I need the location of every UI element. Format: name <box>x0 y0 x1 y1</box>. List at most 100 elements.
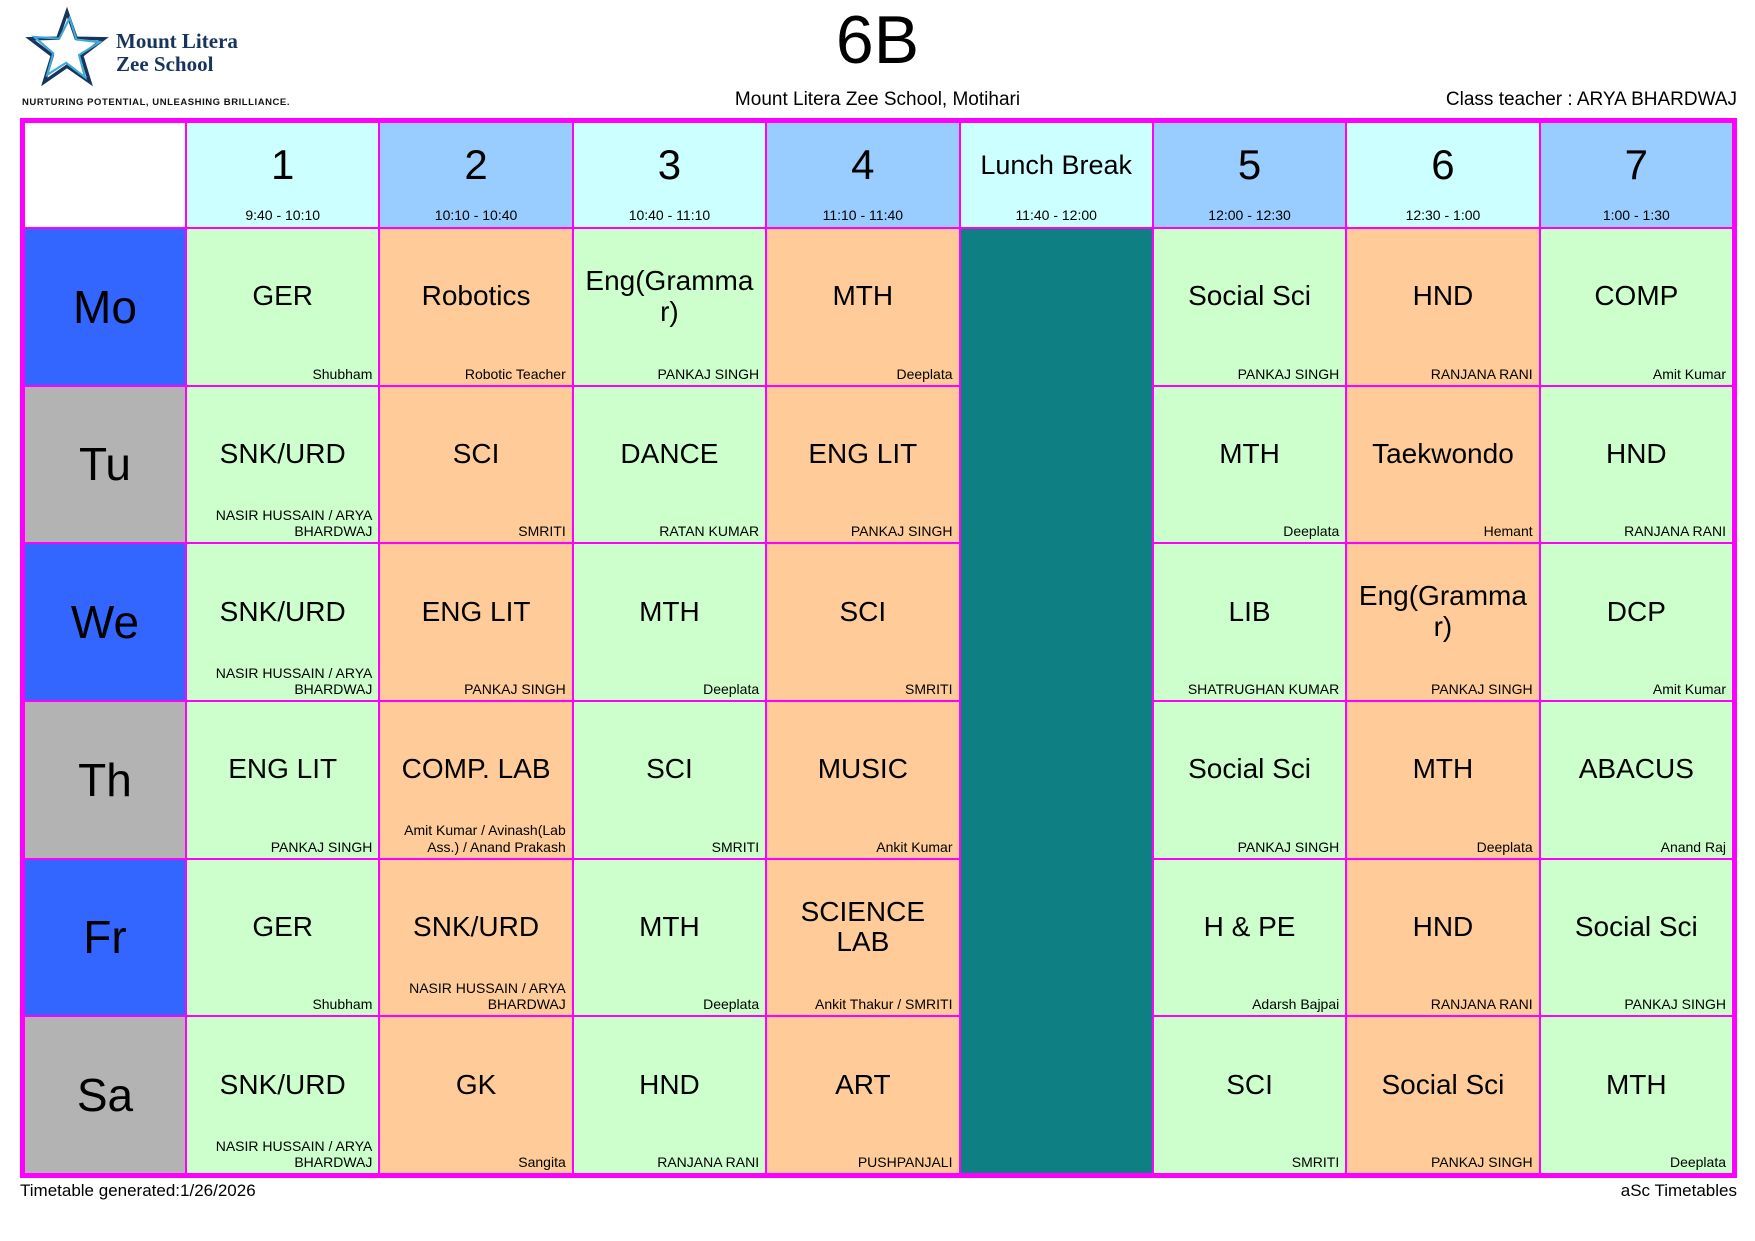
subject-label: HND <box>1412 280 1474 312</box>
subject-label: MTH <box>1219 438 1280 470</box>
teacher-label: PANKAJ SINGH <box>850 523 953 540</box>
class-teacher-label: Class teacher : ARYA BHARDWAJ <box>1445 89 1737 110</box>
teacher-label: SMRITI <box>518 523 566 540</box>
lesson-cell: GER Shubham <box>187 859 379 1016</box>
subject-label: Social Sci <box>1188 753 1312 785</box>
teacher-label: NASIR HUSSAIN / ARYA BHARDWAJ <box>409 980 566 1013</box>
subject-label: SNK/URD <box>219 438 346 470</box>
lesson-cell: Taekwondo Hemant <box>1347 386 1539 543</box>
teacher-label: SHATRUGHAN KUMAR <box>1187 680 1340 697</box>
subject-label: Social Sci <box>1188 280 1312 312</box>
lesson-cell: SNK/URD NASIR HUSSAIN / ARYA BHARDWAJ <box>187 544 379 700</box>
subject-label: Social Sci <box>1574 911 1698 943</box>
teacher-label: Deeplata <box>1283 523 1340 540</box>
lesson-cell: COMP Amit Kumar <box>1540 229 1732 385</box>
teacher-label: PANKAJ SINGH <box>270 838 373 855</box>
period-header-cell: 3 10:40 - 11:10 <box>573 123 766 227</box>
lesson-cell: SNK/URD NASIR HUSSAIN / ARYA BHARDWAJ <box>187 1017 379 1173</box>
teacher-label: Anand Raj <box>1660 838 1726 855</box>
page-title: 6B <box>835 2 920 78</box>
star-logo-icon <box>25 6 109 87</box>
subject-label: SNK/URD <box>413 911 540 943</box>
period-header-cell: 2 10:10 - 10:40 <box>380 123 572 227</box>
subject-label: SCI <box>646 753 693 785</box>
subject-label: MTH <box>639 911 700 943</box>
teacher-label: PANKAJ SINGH <box>1430 680 1533 697</box>
logo-name-line2: Zee School <box>116 51 214 76</box>
subject-label: SNK/URD <box>219 595 346 627</box>
lesson-cell: DCP Amit Kumar <box>1540 544 1732 700</box>
lesson-cell: COMP. LAB Amit Kumar / Avinash(Lab Ass.)… <box>380 702 572 858</box>
day-label: We <box>70 596 140 649</box>
teacher-label: PANKAJ SINGH <box>1237 838 1340 855</box>
subject-label: SCI <box>452 438 500 470</box>
lesson-cell: SCI SMRITI <box>767 544 959 700</box>
lesson-cell: SCI SMRITI <box>1153 1017 1346 1173</box>
lesson-cell: ABACUS Anand Raj <box>1540 702 1732 858</box>
teacher-label: Deeplata <box>1669 1153 1726 1170</box>
period-header-cell: 1 9:40 - 10:10 <box>187 123 379 227</box>
lesson-cell: SNK/URD NASIR HUSSAIN / ARYA BHARDWAJ <box>380 859 572 1016</box>
logo-name-line1: Mount Litera <box>116 29 238 53</box>
lesson-cell: Social Sci PANKAJ SINGH <box>1153 229 1346 385</box>
lesson-cell: Social Sci PANKAJ SINGH <box>1540 859 1732 1016</box>
teacher-label: NASIR HUSSAIN / ARYA BHARDWAJ <box>215 1137 373 1170</box>
timetable-grid: 1 9:40 - 10:10 2 10:10 - 10:40 3 10:40 -… <box>20 118 1737 1178</box>
lesson-cell: H & PE Adarsh Bajpai <box>1153 859 1346 1016</box>
subject-label: ENG LIT <box>421 595 531 627</box>
lesson-cell: ENG LIT PANKAJ SINGH <box>767 386 959 543</box>
teacher-label: RANJANA RANI <box>1430 365 1533 382</box>
lesson-cell: HND RANJANA RANI <box>1347 859 1539 1016</box>
subject-label: SCIENCE LAB <box>800 895 926 958</box>
teacher-label: PUSHPANJALI <box>857 1153 953 1170</box>
teacher-label: SMRITI <box>711 838 760 855</box>
lesson-cell: Social Sci PANKAJ SINGH <box>1153 702 1346 858</box>
teacher-label: SMRITI <box>1291 1153 1340 1170</box>
lesson-cell: Robotics Robotic Teacher <box>380 229 572 385</box>
teacher-label: Hemant <box>1483 523 1533 540</box>
subject-label: GER <box>252 280 314 312</box>
teacher-label: PANKAJ SINGH <box>1624 996 1726 1013</box>
period-header-cell: 7 1:00 - 1:30 <box>1540 123 1732 227</box>
subject-label: ABACUS <box>1578 753 1694 785</box>
subject-label: COMP <box>1594 280 1679 312</box>
day-cell: Sa <box>25 1017 185 1173</box>
subject-label: ART <box>835 1068 891 1100</box>
lesson-cell: MTH Deeplata <box>573 544 766 700</box>
page-header: Mount Litera Zee School NURTURING POTENT… <box>0 0 1755 118</box>
subject-label: MTH <box>639 595 700 627</box>
school-logo: Mount Litera Zee School <box>24 4 238 94</box>
period-time: 1:00 - 1:30 <box>1602 207 1670 223</box>
day-cell: Mo <box>25 229 185 385</box>
period-header-cell: 4 11:10 - 11:40 <box>767 123 959 227</box>
teacher-label: Ankit Kumar <box>876 838 953 855</box>
logo-tagline: NURTURING POTENTIAL, UNLEASHING BRILLIAN… <box>22 97 291 108</box>
teacher-label: PANKAJ SINGH <box>657 365 760 382</box>
lesson-cell: MTH Deeplata <box>1540 1017 1732 1173</box>
lesson-cell: ENG LIT PANKAJ SINGH <box>380 544 572 700</box>
lesson-cell: HND RANJANA RANI <box>1347 229 1539 385</box>
day-label: Mo <box>73 280 137 333</box>
corner-cell <box>25 123 185 227</box>
period-time: 10:10 - 10:40 <box>434 207 518 223</box>
teacher-label: Deeplata <box>896 365 953 382</box>
teacher-label: RANJANA RANI <box>1624 523 1726 540</box>
period-time: 11:40 - 12:00 <box>1015 207 1097 223</box>
period-label: 6 <box>1431 141 1455 188</box>
subject-label: MTH <box>1605 1068 1667 1100</box>
subject-label: ENG LIT <box>808 438 918 470</box>
page-subtitle: Mount Litera Zee School, Motihari <box>734 89 1021 110</box>
lesson-cell: MTH Deeplata <box>1347 702 1539 858</box>
teacher-label: RANJANA RANI <box>1430 996 1533 1013</box>
subject-label: MTH <box>1412 753 1474 785</box>
teacher-label: PANKAJ SINGH <box>1237 365 1340 382</box>
teacher-label: Amit Kumar <box>1652 680 1726 697</box>
lesson-cell: SCIENCE LAB Ankit Thakur / SMRITI <box>767 859 959 1016</box>
subject-label: SNK/URD <box>219 1068 346 1100</box>
lesson-cell: ART PUSHPANJALI <box>767 1017 959 1173</box>
subject-label: DANCE <box>620 438 719 470</box>
lesson-cell: Eng(Grammar) PANKAJ SINGH <box>1347 544 1539 700</box>
subject-label: Eng(Grammar) <box>1358 580 1527 643</box>
teacher-label: Shubham <box>312 996 373 1013</box>
subject-label: GER <box>252 911 314 943</box>
